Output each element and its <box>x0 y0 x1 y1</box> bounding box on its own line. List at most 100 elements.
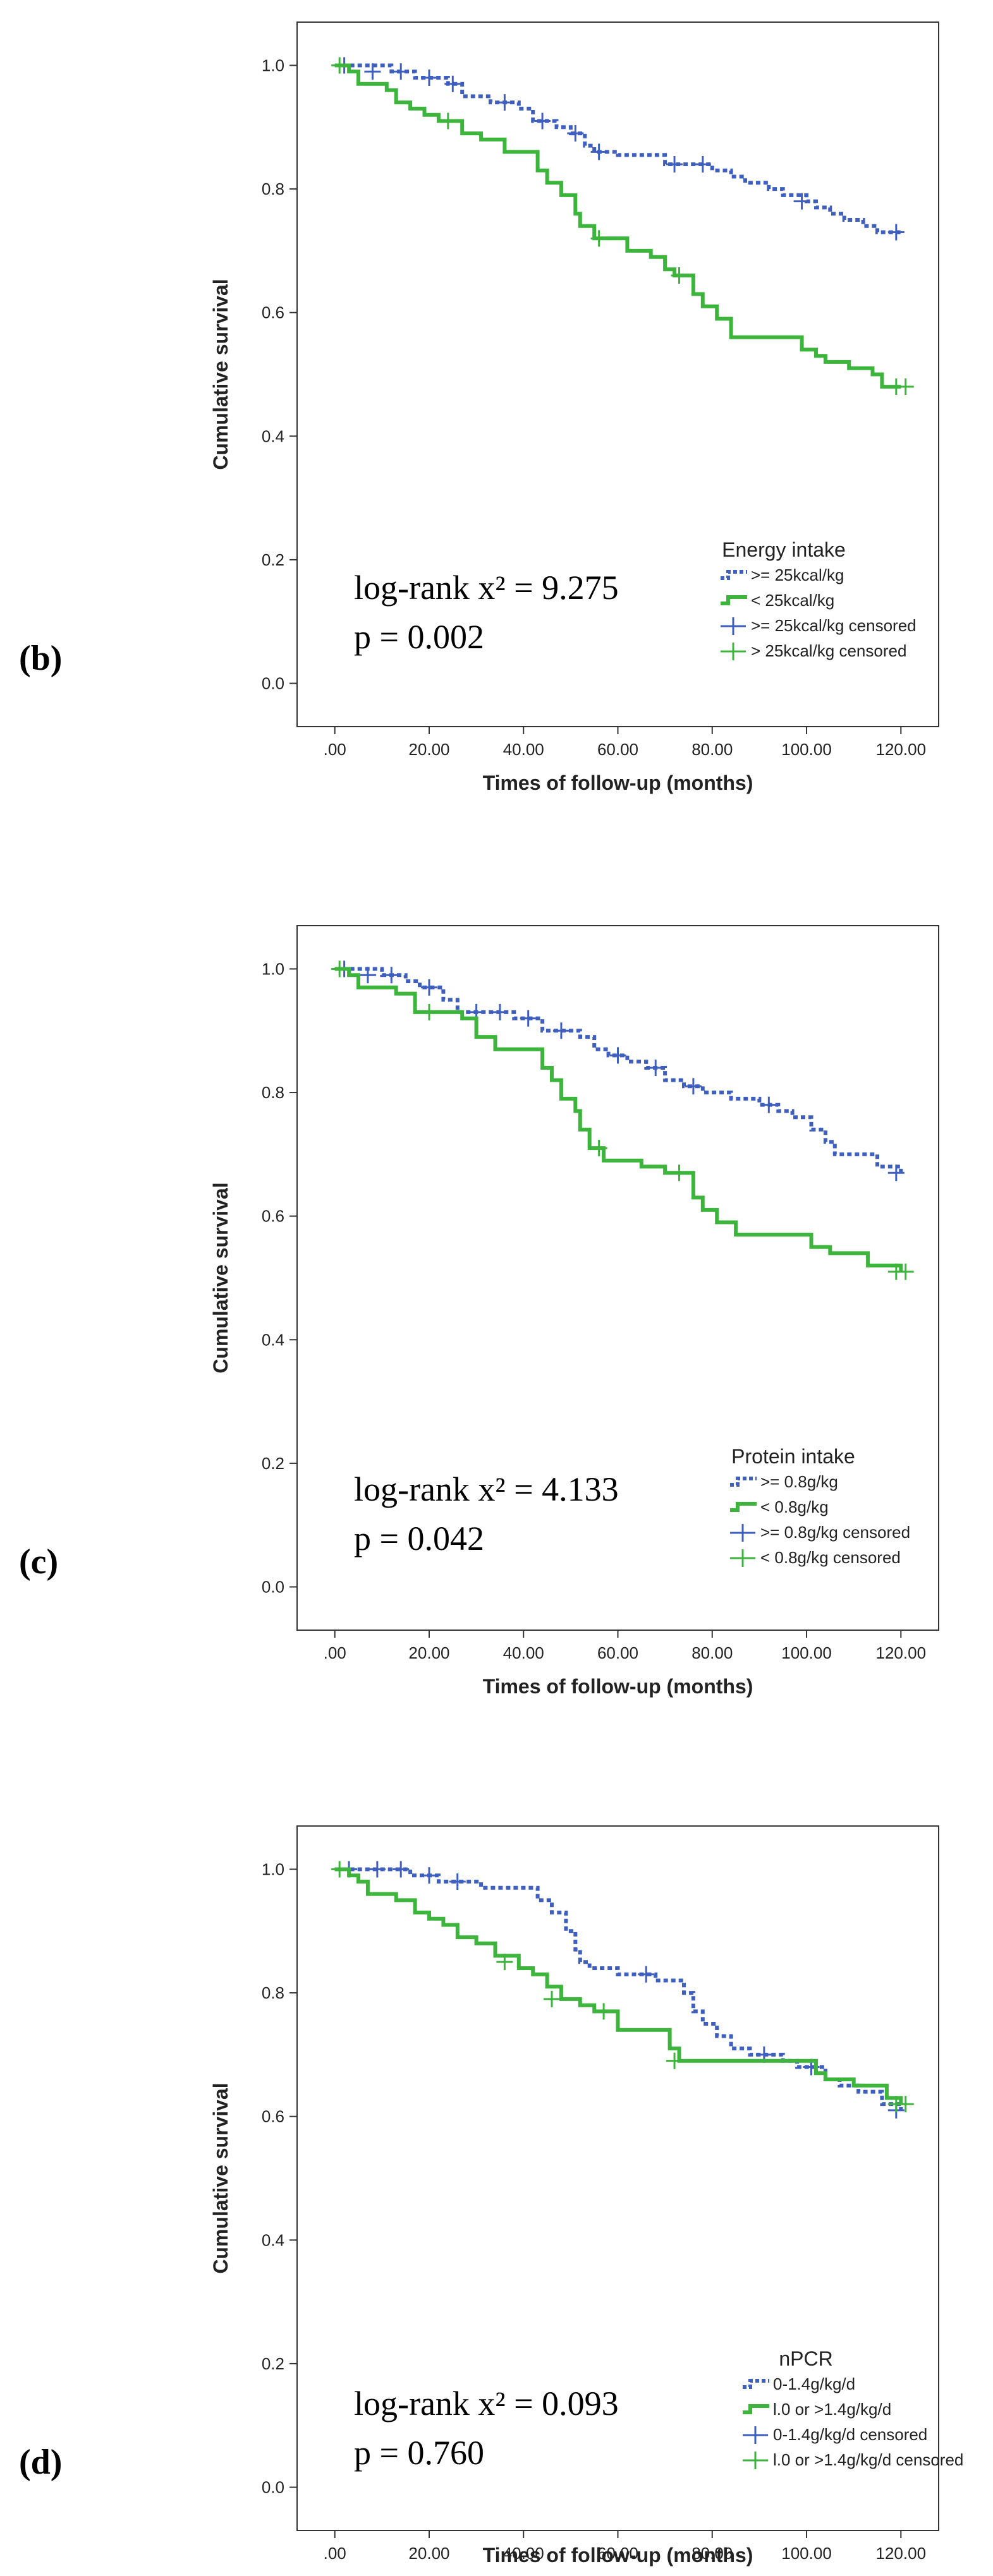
legend-title: Energy intake <box>722 538 846 561</box>
x-tick-label: 20.00 <box>408 740 449 759</box>
x-tick-label: 40.00 <box>503 740 544 759</box>
legend-label: < 25kcal/kg <box>751 591 834 610</box>
x-tick-label: 100.00 <box>781 1643 832 1662</box>
y-tick-label: 1.0 <box>262 959 284 978</box>
y-tick-label: 0.4 <box>262 426 284 445</box>
censored-mark-series-1 <box>369 1861 386 1878</box>
legend-label: l.0 or >1.4g/kg/d censored <box>773 2450 963 2469</box>
censored-mark-series-1 <box>359 967 376 984</box>
logrank-statistic: log-rank x² = 4.133 <box>354 1470 619 1508</box>
censored-mark-series-2 <box>331 1861 348 1878</box>
y-tick-label: 0.0 <box>262 1578 284 1597</box>
x-axis-title: Times of follow-up (months) <box>483 2544 753 2567</box>
censored-mark-series-1 <box>449 1873 466 1890</box>
x-tick-label: 100.00 <box>781 740 832 759</box>
censored-mark-series-1 <box>393 1861 410 1878</box>
legend-swatch-dotted <box>721 570 747 580</box>
censored-mark-series-1 <box>420 979 437 996</box>
legend-label: >= 25kcal/kg censored <box>751 616 917 635</box>
legend-label: < 0.8g/kg censored <box>760 1548 901 1567</box>
censored-mark-series-1 <box>887 224 905 241</box>
legend-title: Protein intake <box>731 1445 855 1468</box>
censored-mark-series-1 <box>496 94 513 111</box>
survival-line-series-1 <box>334 967 903 1173</box>
censored-mark-series-1 <box>609 1047 626 1064</box>
legend-label: 0-1.4g/kg/d <box>773 2374 855 2393</box>
y-tick-label: 1.0 <box>262 56 284 75</box>
panel-d-npcr: 0.0 0.2 0.4 0.6 0.8 1.0 .00 20.00 40.00 60.00 80.0… <box>19 1825 963 2567</box>
censored-mark-series-1 <box>491 1003 508 1020</box>
y-axis-title: Cumulative survival <box>209 1182 232 1373</box>
censored-mark-series-2 <box>331 960 348 977</box>
x-tick-label: 60.00 <box>597 2544 638 2563</box>
censored-mark-series-2 <box>544 1990 561 2007</box>
x-axis-title: Times of follow-up (months) <box>483 1675 753 1698</box>
x-tick-label: 20.00 <box>408 1643 449 1662</box>
x-tick-label: 120.00 <box>876 2544 927 2563</box>
censored-mark-series-2 <box>331 57 348 74</box>
legend-swatch-solid <box>721 595 747 605</box>
x-tick-label: 120.00 <box>876 1643 927 1662</box>
legend-label: l.0 or >1.4g/kg/d <box>773 2400 891 2419</box>
censored-mark-series-2 <box>439 112 456 130</box>
y-axis-title: Cumulative survival <box>209 2083 232 2273</box>
panel-b-energy-intake: 0.0 0.2 0.4 0.6 0.8 1.0 .00 20.00 40.00 60.00 80.0… <box>19 21 939 794</box>
censored-mark-series-2 <box>897 378 914 396</box>
y-tick-label: 0.8 <box>262 1983 284 2002</box>
censored-mark-series-2 <box>590 230 607 247</box>
legend-swatch-censored <box>743 2452 768 2469</box>
x-tick-label: .00 <box>324 740 346 759</box>
censored-mark-series-1 <box>567 125 584 142</box>
censored-mark-series-1 <box>393 63 410 80</box>
panel-c-protein-intake: 0.0 0.2 0.4 0.6 0.8 1.0 .00 20.00 40.00 60.00 80.0… <box>19 925 939 1698</box>
y-tick-label: 0.2 <box>262 2354 284 2373</box>
censored-mark-series-1 <box>552 1022 570 1039</box>
logrank-statistic: log-rank x² = 9.275 <box>354 569 619 607</box>
panel-label: (d) <box>19 2443 62 2482</box>
y-tick-label: 0.6 <box>262 1207 284 1226</box>
x-tick-label: .00 <box>324 2544 346 2563</box>
y-tick-label: 1.0 <box>262 1859 284 1878</box>
legend-label: < 0.8g/kg <box>760 1497 829 1516</box>
legend-title: nPCR <box>779 2347 832 2370</box>
survival-line-series-2 <box>334 1867 903 2105</box>
censored-mark-series-1 <box>534 112 551 130</box>
x-tick-label: 100.00 <box>781 2544 832 2563</box>
x-tick-label: 40.00 <box>503 1643 544 1662</box>
censored-mark-series-2 <box>590 1140 607 1157</box>
survival-line-series-2 <box>334 63 901 389</box>
x-tick-label: 40.00 <box>503 2544 544 2563</box>
censored-mark-series-1 <box>760 1096 777 1113</box>
y-tick-label: 0.8 <box>262 179 284 198</box>
censored-mark-series-1 <box>520 1010 537 1027</box>
legend-label: >= 0.8g/kg censored <box>760 1523 910 1542</box>
censored-mark-series-2 <box>595 2003 612 2020</box>
y-tick-label: 0.2 <box>262 550 284 569</box>
y-tick-label: 0.4 <box>262 2230 284 2249</box>
p-value: p = 0.042 <box>354 1520 484 1557</box>
y-tick-label: 0.8 <box>262 1083 284 1102</box>
y-axis-title: Cumulative survival <box>209 279 232 469</box>
x-tick-label: 60.00 <box>597 740 638 759</box>
x-tick-label: 80.00 <box>691 740 733 759</box>
legend-swatch-censored <box>743 2426 768 2444</box>
x-tick-label: 60.00 <box>597 1643 638 1662</box>
censored-mark-series-2 <box>496 1954 513 1971</box>
censored-mark-series-1 <box>793 193 810 210</box>
x-tick-label: 20.00 <box>408 2544 449 2563</box>
p-value: p = 0.002 <box>354 618 484 656</box>
censored-mark-series-1 <box>638 1966 655 1983</box>
legend-label: >= 25kcal/kg <box>751 565 844 584</box>
x-tick-label: .00 <box>324 1643 346 1662</box>
censored-mark-series-1 <box>647 1059 664 1076</box>
x-axis-title: Times of follow-up (months) <box>483 771 753 794</box>
x-tick-label: 80.00 <box>691 2544 733 2563</box>
legend-swatch-censored <box>730 1549 755 1567</box>
legend-swatch-solid <box>730 1502 757 1512</box>
legend-swatch-censored <box>721 643 746 660</box>
censored-mark-series-2 <box>897 1263 914 1280</box>
censored-mark-series-1 <box>444 75 461 92</box>
censored-mark-series-2 <box>671 1164 688 1182</box>
y-tick-label: 0.6 <box>262 2107 284 2126</box>
